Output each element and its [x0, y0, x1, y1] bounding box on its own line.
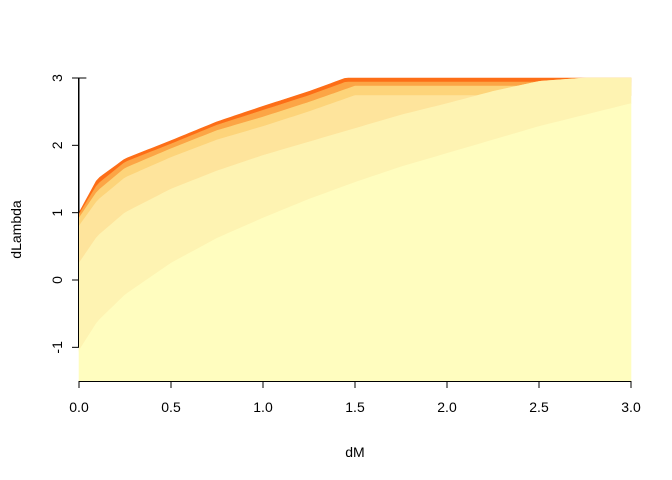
y-tick-label: 2	[49, 141, 65, 149]
x-tick-label: 0.0	[69, 399, 89, 415]
x-tick-label: 3.0	[621, 399, 641, 415]
y-axis-title: dLambda	[8, 200, 24, 259]
x-tick-label: 2.5	[529, 399, 549, 415]
x-tick-label: 2.0	[437, 399, 457, 415]
plot-left-edge	[78, 77, 87, 213]
y-tick-label: 1	[49, 209, 65, 217]
x-tick-label: 0.5	[161, 399, 181, 415]
x-axis: 0.0 0.5 1.0 1.5 2.0 2.5 3.0	[69, 381, 641, 415]
y-tick-label: -1	[49, 341, 65, 354]
y-tick-label: 3	[49, 74, 65, 82]
heatmap-bands	[78, 77, 632, 382]
x-tick-label: 1.5	[345, 399, 365, 415]
x-axis-title: dM	[345, 444, 364, 460]
y-axis: -1 0 1 2 3	[49, 74, 79, 354]
x-tick-label: 1.0	[253, 399, 273, 415]
y-tick-label: 0	[49, 276, 65, 284]
